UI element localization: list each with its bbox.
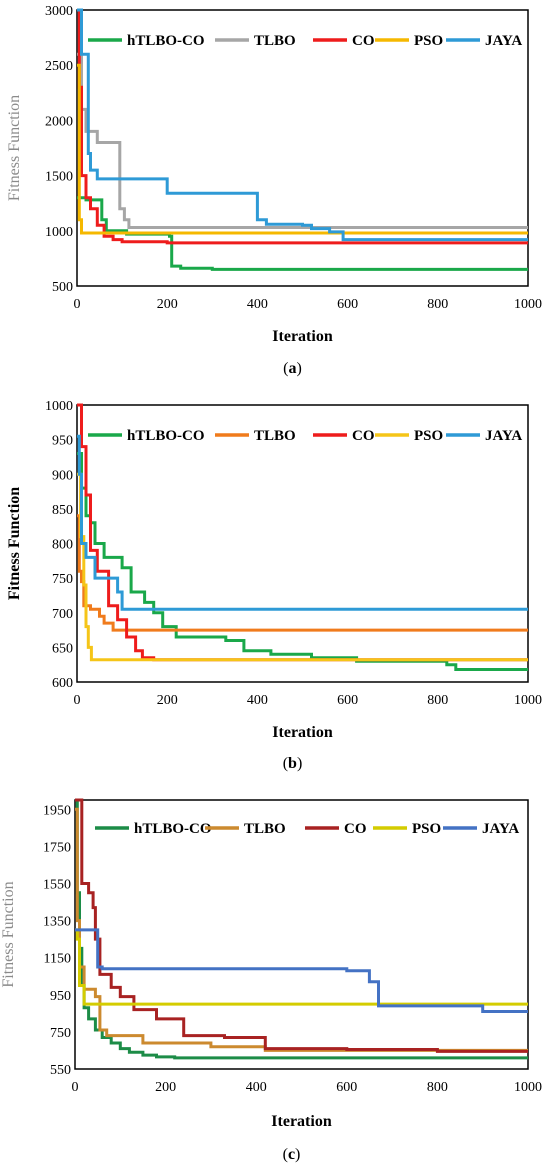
series-line-co: [77, 403, 528, 662]
y-axis-label: Fitness Function: [6, 95, 23, 201]
legend-label-co: CO: [352, 428, 375, 444]
legend-label-jaya: JAYA: [485, 428, 522, 444]
y-tick-label: 650: [52, 641, 73, 656]
legend-label-co: CO: [352, 33, 375, 49]
y-tick-label: 3000: [45, 4, 73, 19]
x-tick-label: 800: [427, 693, 448, 708]
x-tick-label: 800: [427, 1080, 448, 1095]
legend-label-htlbo-co: hTLBO-CO: [127, 428, 205, 444]
x-tick-label: 800: [427, 297, 448, 312]
y-tick-label: 1500: [45, 170, 73, 185]
legend-label-pso: PSO: [414, 428, 443, 444]
legend-label-tlbo: TLBO: [244, 821, 286, 837]
x-tick-label: 200: [157, 297, 178, 312]
panel-label: (c): [283, 1146, 301, 1163]
y-tick-label: 1000: [45, 225, 73, 240]
series-line-pso: [77, 63, 528, 235]
panel-label-open: (: [283, 1146, 288, 1163]
x-axis-label: Iteration: [271, 1113, 332, 1130]
y-tick-label: 550: [50, 1063, 71, 1078]
legend-label-htlbo-co: hTLBO-CO: [127, 33, 205, 49]
x-tick-label: 1000: [514, 1080, 542, 1095]
y-tick-label: 2500: [45, 59, 73, 74]
y-tick-label: 950: [52, 434, 73, 449]
legend-label-jaya: JAYA: [485, 33, 522, 49]
y-tick-label: 1000: [45, 399, 73, 414]
y-tick-label: 1550: [43, 877, 71, 892]
y-tick-label: 2000: [45, 114, 73, 129]
series-line-jaya: [75, 928, 528, 1013]
y-tick-label: 800: [52, 538, 73, 553]
y-tick-label: 1150: [44, 952, 71, 967]
series-group: [77, 403, 528, 671]
y-tick-label: 500: [52, 280, 73, 295]
y-tick-label: 950: [50, 989, 71, 1004]
y-tick-label: 750: [50, 1026, 71, 1041]
y-axis-label: Fitness Function: [0, 881, 17, 987]
legend-label-tlbo: TLBO: [254, 428, 296, 444]
series-line-co: [77, 8, 528, 245]
x-tick-label: 200: [157, 693, 178, 708]
series-line-jaya: [77, 8, 528, 242]
x-tick-label: 1000: [514, 297, 542, 312]
chart-panel-a: 500 1000 1500 2000 2500 3000 0 200 400 600 800 1000…: [6, 4, 542, 377]
series-group: [77, 8, 528, 271]
panel-label: (b): [283, 755, 303, 772]
panel-label-close: ): [297, 360, 302, 377]
plot-frame: [74, 799, 529, 1070]
x-tick-label: 600: [336, 1080, 357, 1095]
y-axis-label: Fitness Function: [6, 487, 23, 600]
panel-label-open: (: [283, 360, 288, 377]
y-tick-label: 850: [52, 503, 73, 518]
chart-panel-c: 550 750 950 1150 1350 1550 1750 1950 0 200 400 600 8…: [0, 798, 542, 1163]
panel-label-open: (: [283, 755, 288, 772]
legend-label-pso: PSO: [412, 821, 441, 837]
x-tick-label: 400: [247, 297, 268, 312]
y-tick-label: 600: [52, 676, 73, 691]
panel-label-letter: c: [288, 1146, 295, 1163]
chart-panel-b: 600 650 700 750 800 850 900 950 1000 0 200 400 600 80…: [6, 399, 542, 772]
y-tick-label: 700: [52, 607, 73, 622]
x-tick-label: 0: [74, 693, 81, 708]
panel-label-letter: a: [289, 360, 297, 377]
series-line-tlbo: [77, 514, 528, 632]
legend-label-jaya: JAYA: [482, 821, 519, 837]
x-tick-label: 400: [247, 693, 268, 708]
y-tick-label: 900: [52, 468, 73, 483]
series-line-pso: [75, 928, 528, 1006]
panel-label: (a): [283, 360, 302, 377]
y-tick-label: 1750: [43, 840, 71, 855]
x-tick-label: 0: [72, 1080, 79, 1095]
series-line-jaya: [77, 434, 528, 611]
y-tick-label: 750: [52, 572, 73, 587]
y-tick-label: 1950: [43, 803, 71, 818]
x-tick-label: 600: [337, 693, 358, 708]
legend-label-co: CO: [344, 821, 367, 837]
series-group: [75, 798, 528, 1060]
x-axis-label: Iteration: [272, 724, 333, 741]
panel-label-close: ): [297, 755, 302, 772]
x-tick-label: 0: [74, 297, 81, 312]
legend-label-htlbo-co: hTLBO-CO: [134, 821, 212, 837]
panel-label-letter: b: [288, 755, 297, 772]
series-line-co: [75, 798, 528, 1053]
plot-frame: [76, 404, 529, 683]
legend-label-tlbo: TLBO: [254, 33, 296, 49]
x-tick-label: 1000: [514, 693, 542, 708]
legend-label-pso: PSO: [414, 33, 443, 49]
series-line-tlbo: [75, 807, 528, 1052]
x-tick-label: 200: [155, 1080, 176, 1095]
panel-label-close: ): [295, 1146, 300, 1163]
y-tick-label: 1350: [43, 915, 71, 930]
x-tick-label: 600: [337, 297, 358, 312]
x-axis-label: Iteration: [272, 328, 333, 345]
x-tick-label: 400: [246, 1080, 267, 1095]
plot-frame: [76, 9, 529, 287]
